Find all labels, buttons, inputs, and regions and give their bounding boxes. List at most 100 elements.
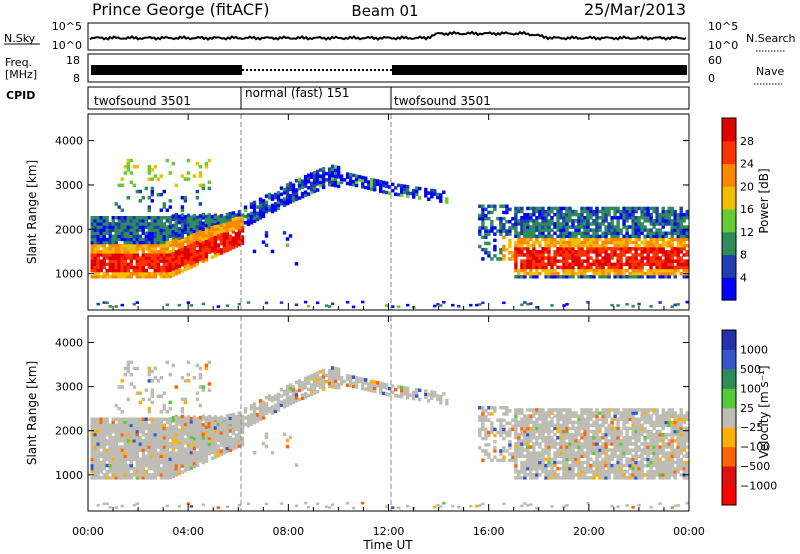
velocity-cell [556,448,560,452]
power-cell [123,225,127,229]
velocity-cell [370,385,374,390]
velocity-cell [661,454,665,458]
velocity-cell [111,445,115,449]
velocity-cell [231,447,236,451]
velocity-cell [213,429,218,433]
power-cell [210,246,215,250]
power-cell [517,268,521,273]
velocity-cell [156,460,160,465]
power-cell [598,275,602,279]
velocity-cell [312,391,317,395]
velocity-cell [616,436,620,440]
velocity-cell [207,442,212,447]
power-cell [622,212,626,217]
velocity-cell [129,445,133,449]
power-cell [111,259,115,263]
power-cell [102,231,106,235]
power-cell [586,212,590,217]
velocity-cell [571,457,575,462]
velocity-cell [619,445,623,449]
power-cell [646,253,650,257]
power-cell [108,250,112,254]
velocity-cell [135,432,139,437]
velocity-cell [222,421,227,425]
power-cell [180,253,185,258]
velocity-cell [541,470,545,474]
power-cell [652,259,656,263]
power-cell [658,212,662,217]
power-cell [132,256,136,260]
velocity-cell [616,442,620,446]
power-cell [120,262,124,267]
velocity-cell [538,436,542,440]
power-cell [607,253,611,257]
power-cell [93,216,97,220]
power-cell [406,188,410,192]
velocity-cell [117,432,121,437]
power-cell [156,219,160,223]
power-cell [186,171,191,175]
velocity-cell [111,476,115,480]
velocity-cell [631,436,635,440]
velocity-cell [517,448,521,452]
velocity-cell [180,442,185,447]
velocity-cell [156,457,160,462]
power-cell [177,252,181,256]
power-cell [682,240,686,245]
velocity-cell [589,436,593,440]
power-cell [294,179,299,183]
power-cell [120,183,124,188]
power-cell [592,240,596,245]
velocity-cell [559,454,563,458]
power-cell [201,250,206,254]
power-cell [288,197,293,201]
velocity-cell [436,397,440,401]
power-cell [625,209,629,214]
power-cell [586,253,590,257]
power-cell [105,268,109,273]
power-cell [661,216,665,220]
power-cell [234,241,239,245]
power-cell [670,222,674,226]
velocity-cell [354,376,359,380]
velocity-cell [664,457,668,462]
velocity-cell [117,470,121,474]
velocity-cell [204,453,209,457]
velocity-cell [264,435,269,440]
power-cell [168,274,172,279]
power-cell [141,271,145,276]
velocity-cell [186,421,191,425]
velocity-cell [481,458,485,462]
power-cell [93,271,97,276]
velocity-cell [201,439,206,443]
velocity-cell [156,463,160,468]
velocity-cell [165,463,169,468]
power-cell [168,249,172,254]
power-cell [195,249,200,254]
velocity-cell [625,470,629,474]
power-cell [673,231,677,235]
velocity-cell [147,410,151,414]
power-cell [526,237,530,242]
velocity-cell [559,448,563,452]
power-cell [234,216,239,221]
velocity-cell [192,458,197,463]
power-cell [604,250,608,254]
velocity-cell [318,376,323,380]
power-cell [523,265,527,270]
power-cell [168,262,172,266]
power-cell [102,262,106,267]
power-cell [192,241,197,246]
velocity-cell [562,466,566,471]
power-cell [264,243,269,247]
velocity-cell [315,389,320,394]
velocity-cell [153,470,157,474]
power-cell [198,183,203,188]
power-cell [595,209,599,214]
velocity-cell [126,463,130,468]
velocity-cell [165,454,169,458]
velocity-cell [177,416,181,420]
power-cell [147,259,151,263]
power-cell [550,243,554,248]
velocity-cell [541,414,545,418]
